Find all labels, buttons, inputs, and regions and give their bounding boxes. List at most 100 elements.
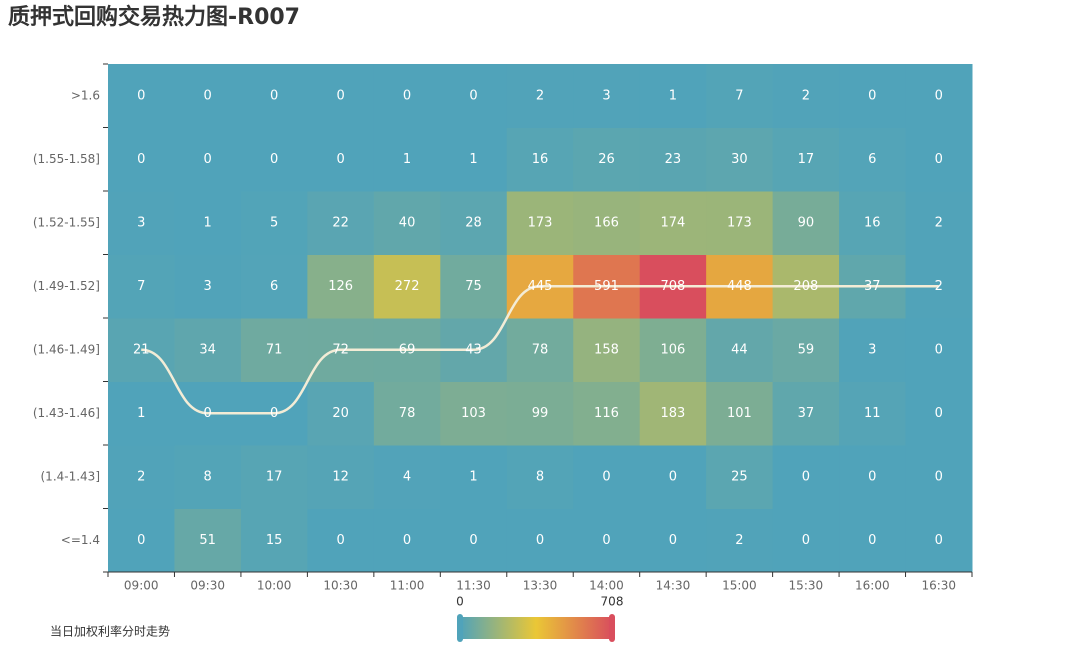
cell-label: 0 <box>469 533 477 548</box>
cell-label: 21 <box>133 342 150 357</box>
heat-cell <box>240 64 308 128</box>
heat-cell <box>240 508 308 573</box>
x-tick-label: 15:00 <box>722 579 757 593</box>
cell-label: 103 <box>461 406 486 421</box>
y-tick-label: (1.46-1.49] <box>33 342 100 356</box>
cell-label: 37 <box>798 406 815 421</box>
heat-cell <box>706 127 774 192</box>
cell-label: 2 <box>802 88 810 103</box>
heat-cell <box>639 381 707 446</box>
heat-cell <box>307 254 375 319</box>
heat-cell <box>506 318 574 382</box>
cell-label: 0 <box>802 533 810 548</box>
cell-label: 0 <box>868 533 876 548</box>
heat-cell <box>307 445 375 509</box>
cell-label: 591 <box>594 279 619 294</box>
heat-cell <box>307 191 375 255</box>
heat-cell <box>639 445 707 509</box>
heat-cell <box>174 127 242 192</box>
cell-label: 17 <box>798 152 815 167</box>
heat-cell <box>706 508 774 573</box>
heat-cell <box>839 191 907 255</box>
cell-label: 0 <box>935 152 943 167</box>
cell-label: 448 <box>727 279 752 294</box>
cell-label: 5 <box>270 215 278 230</box>
trend-line <box>141 285 939 415</box>
heat-cell <box>174 64 242 128</box>
heat-cell <box>573 445 641 509</box>
cell-label: 72 <box>332 342 349 357</box>
heat-cell <box>373 508 441 573</box>
cell-label: 17 <box>266 469 283 484</box>
heat-cell <box>772 445 840 509</box>
heat-cell <box>506 381 574 446</box>
x-tick-label: 10:30 <box>323 579 358 593</box>
heat-cell <box>706 381 774 446</box>
chart-title: 质押式回购交易热力图-R007 <box>8 4 300 30</box>
heat-cell <box>440 254 508 319</box>
y-tick-label: >1.6 <box>71 88 100 102</box>
heat-cell <box>706 318 774 382</box>
heat-cell <box>839 64 907 128</box>
cell-label: 28 <box>465 215 482 230</box>
cell-label: 0 <box>669 469 677 484</box>
heat-cell <box>772 381 840 446</box>
heat-cell <box>240 318 308 382</box>
cell-label: 15 <box>266 533 283 548</box>
heat-cell <box>639 191 707 255</box>
x-tick-label: 11:00 <box>390 579 425 593</box>
heat-cell <box>639 318 707 382</box>
cell-label: 173 <box>528 215 553 230</box>
visual-map-handle[interactable] <box>457 614 463 642</box>
cell-label: 7 <box>137 279 145 294</box>
cell-label: 106 <box>661 342 686 357</box>
cell-label: 6 <box>868 152 876 167</box>
cell-label: 2 <box>536 88 544 103</box>
heat-cell <box>440 191 508 255</box>
cell-label: 4 <box>403 469 411 484</box>
cell-label: 51 <box>199 533 216 548</box>
cell-label: 0 <box>270 406 278 421</box>
cell-label: 0 <box>935 342 943 357</box>
heat-cell <box>573 381 641 446</box>
heat-cell <box>240 254 308 319</box>
cell-label: 208 <box>793 279 818 294</box>
cell-label: 1 <box>403 152 411 167</box>
heat-cell <box>839 508 907 573</box>
cell-label: 0 <box>336 88 344 103</box>
cell-label: 6 <box>270 279 278 294</box>
cell-label: 0 <box>935 469 943 484</box>
heat-cell <box>839 381 907 446</box>
heat-cell <box>174 508 242 573</box>
heat-cell <box>706 64 774 128</box>
heat-cell <box>839 127 907 192</box>
heat-cell <box>905 64 973 128</box>
cell-label: 0 <box>935 533 943 548</box>
cell-label: 0 <box>935 88 943 103</box>
heat-cell <box>440 381 508 446</box>
heat-cell <box>506 127 574 192</box>
cell-label: 708 <box>661 279 686 294</box>
heat-cell <box>905 381 973 446</box>
cell-label: 23 <box>665 152 682 167</box>
cell-label: 16 <box>864 215 881 230</box>
heat-cell <box>373 445 441 509</box>
cell-label: 34 <box>199 342 216 357</box>
heat-cell <box>373 64 441 128</box>
heat-cell <box>573 508 641 573</box>
cell-label: 445 <box>528 279 553 294</box>
x-tick-label: 14:00 <box>589 579 624 593</box>
visual-map-handle[interactable] <box>609 614 615 642</box>
x-tick-label: 14:30 <box>656 579 691 593</box>
heat-cell <box>573 64 641 128</box>
heat-cell <box>772 508 840 573</box>
cell-label: 59 <box>798 342 815 357</box>
cell-label: 30 <box>731 152 748 167</box>
x-tick-label: 11:30 <box>456 579 491 593</box>
visual-map-max: 708 <box>601 595 624 609</box>
cell-label: 0 <box>403 533 411 548</box>
cell-label: 1 <box>204 215 212 230</box>
cell-label: 8 <box>536 469 544 484</box>
cell-label: 0 <box>602 533 610 548</box>
y-tick-label: (1.52-1.55] <box>33 215 100 229</box>
